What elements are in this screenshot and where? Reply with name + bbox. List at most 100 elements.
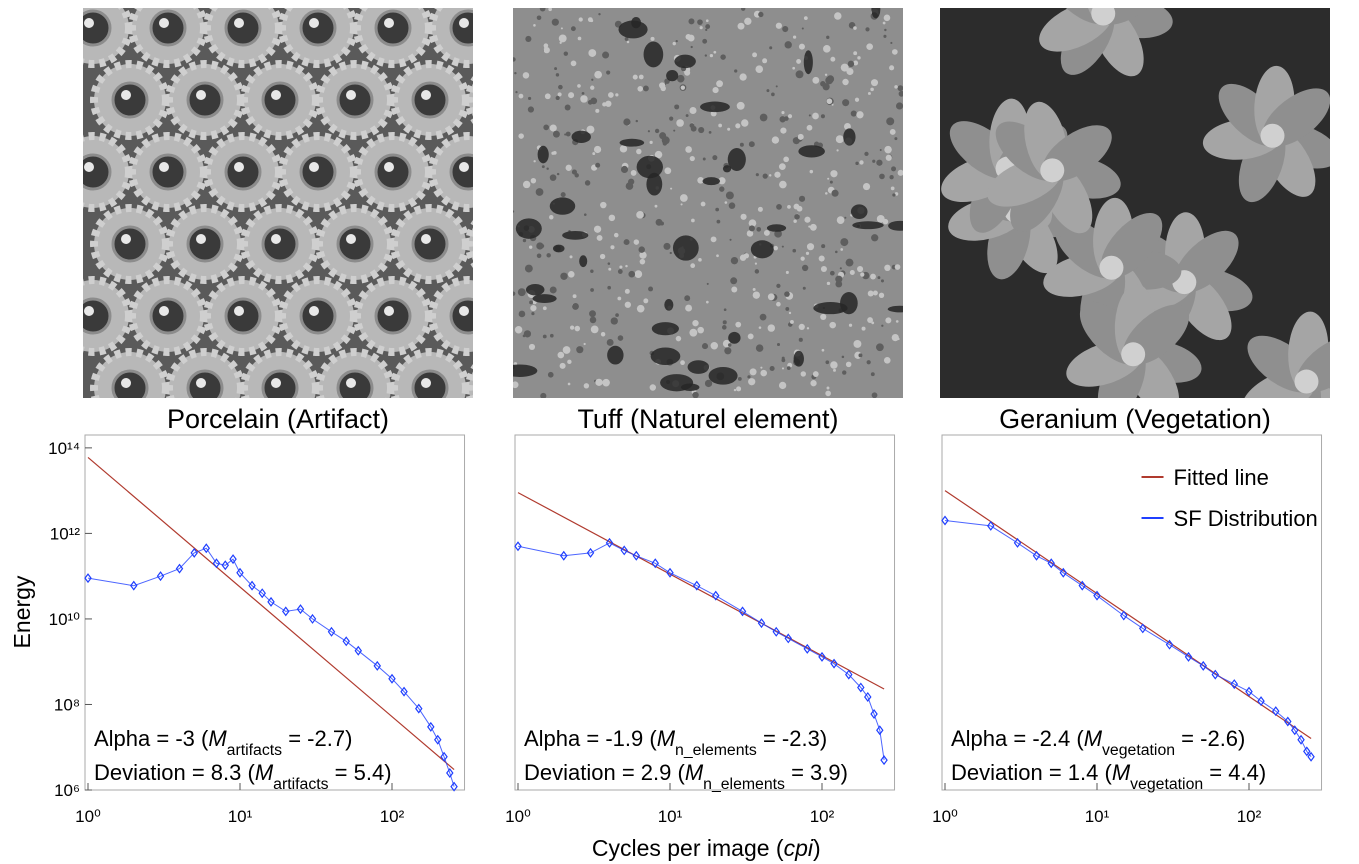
grain bbox=[737, 376, 742, 381]
grain bbox=[699, 26, 703, 30]
grain bbox=[812, 371, 819, 377]
grain bbox=[659, 221, 664, 226]
gear-highlight bbox=[384, 162, 394, 172]
grain bbox=[886, 117, 895, 126]
grain bbox=[830, 170, 838, 178]
data-point bbox=[1093, 590, 1101, 601]
leaf-center bbox=[1294, 369, 1319, 394]
text-segment: = 3.9) bbox=[785, 760, 848, 785]
x-tick-label: 10¹ bbox=[658, 807, 683, 826]
data-point bbox=[864, 691, 872, 702]
grain bbox=[826, 281, 831, 286]
pore bbox=[664, 299, 674, 311]
grain bbox=[809, 169, 814, 174]
grain bbox=[806, 243, 815, 251]
gear-highlight bbox=[196, 234, 206, 244]
grain bbox=[720, 54, 726, 60]
gear-highlight bbox=[234, 306, 244, 316]
grain bbox=[889, 175, 894, 180]
grain bbox=[879, 173, 885, 180]
grain bbox=[721, 325, 727, 330]
grain bbox=[758, 326, 762, 329]
grain bbox=[649, 384, 657, 391]
grain bbox=[630, 170, 637, 176]
grain bbox=[845, 258, 854, 267]
data-point bbox=[514, 541, 522, 552]
data-point bbox=[772, 626, 780, 637]
grain bbox=[591, 78, 594, 81]
data-point bbox=[156, 571, 165, 582]
grain bbox=[669, 251, 672, 255]
text-segment: Deviation = 8.3 ( bbox=[94, 760, 255, 785]
grain bbox=[701, 343, 709, 350]
grain bbox=[517, 288, 526, 297]
grain bbox=[752, 291, 761, 299]
grain bbox=[836, 149, 839, 152]
grain bbox=[730, 277, 738, 285]
grain bbox=[518, 310, 526, 318]
grain bbox=[722, 320, 727, 325]
gear-highlight bbox=[121, 90, 131, 100]
grain bbox=[567, 382, 571, 386]
grain bbox=[755, 173, 759, 177]
data-point bbox=[1184, 651, 1193, 662]
series-line bbox=[944, 490, 1312, 739]
grain bbox=[804, 216, 811, 223]
pore bbox=[650, 347, 681, 366]
grain bbox=[634, 270, 643, 278]
grain bbox=[606, 339, 614, 346]
data-point bbox=[327, 626, 336, 637]
grain bbox=[525, 35, 532, 42]
gear-center bbox=[186, 225, 224, 263]
grain bbox=[755, 65, 764, 73]
data-point bbox=[880, 755, 888, 766]
grain bbox=[775, 22, 782, 29]
grain bbox=[637, 86, 643, 92]
grain bbox=[624, 301, 631, 308]
grain bbox=[607, 285, 611, 290]
grain bbox=[559, 41, 562, 44]
data-point bbox=[221, 560, 230, 571]
grain bbox=[615, 93, 619, 97]
grain bbox=[617, 335, 624, 341]
grain bbox=[820, 114, 825, 119]
grain bbox=[787, 205, 791, 209]
grain bbox=[690, 125, 697, 132]
grain bbox=[577, 36, 582, 41]
plot-frame bbox=[514, 434, 896, 791]
grain bbox=[760, 369, 767, 377]
data-point bbox=[586, 547, 595, 558]
grain bbox=[718, 123, 722, 128]
grain bbox=[578, 17, 583, 22]
grain bbox=[883, 14, 891, 22]
grain bbox=[855, 161, 859, 166]
data-point bbox=[620, 545, 628, 556]
grain bbox=[704, 379, 713, 388]
grain bbox=[602, 51, 610, 59]
grain bbox=[878, 292, 885, 298]
data-point bbox=[712, 590, 720, 601]
grain bbox=[724, 201, 728, 204]
gear bbox=[465, 364, 473, 398]
grain bbox=[625, 182, 634, 190]
grain bbox=[825, 390, 831, 397]
x-tick-label: 10⁰ bbox=[505, 807, 531, 826]
grain bbox=[560, 272, 568, 280]
text-segment: M bbox=[685, 760, 704, 785]
grain bbox=[739, 73, 747, 81]
grain bbox=[879, 149, 882, 152]
grain bbox=[530, 304, 537, 312]
gear-highlight bbox=[496, 90, 506, 100]
grain bbox=[792, 137, 800, 145]
grain bbox=[599, 253, 606, 260]
gear-center bbox=[149, 297, 187, 335]
grain bbox=[583, 383, 590, 389]
grain bbox=[688, 18, 695, 25]
grain bbox=[524, 264, 533, 273]
gear-highlight bbox=[159, 18, 169, 28]
grain bbox=[825, 76, 834, 85]
grain bbox=[632, 74, 638, 80]
grain bbox=[539, 8, 546, 12]
